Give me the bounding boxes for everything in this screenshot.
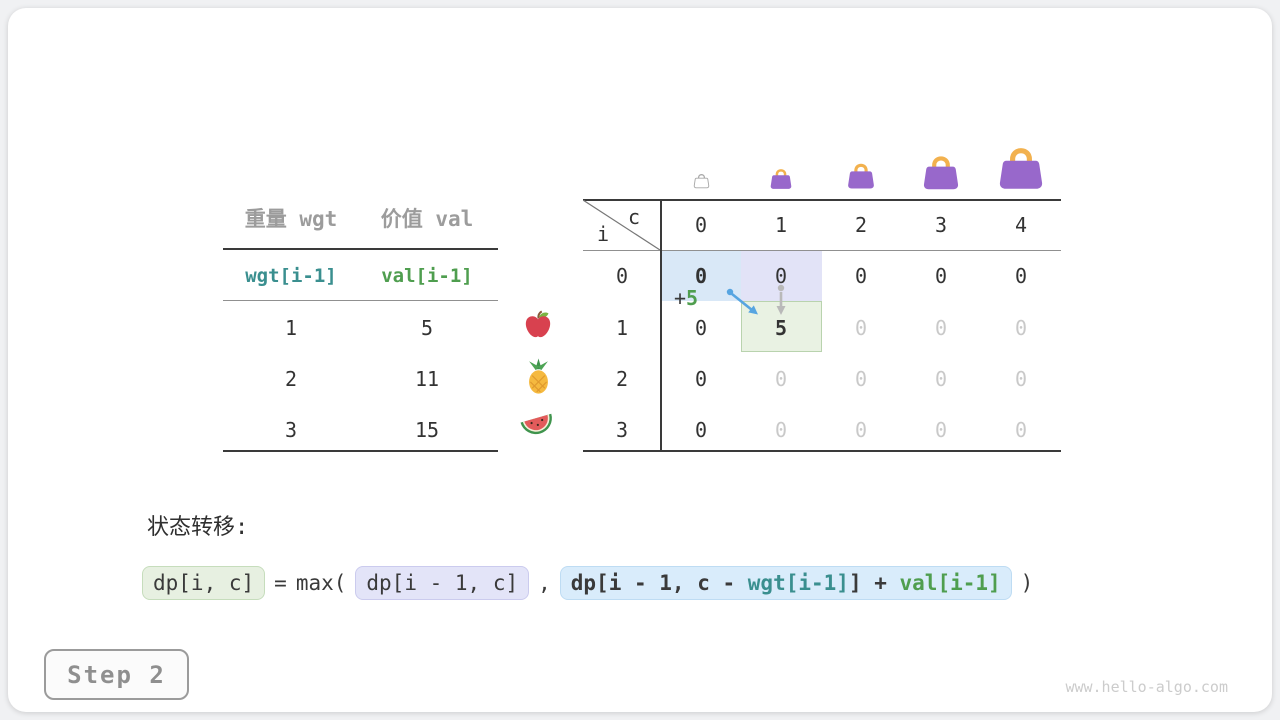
transition-formula: dp[i, c] = max( dp[i - 1, c] , dp[i - 1,… [142, 566, 1033, 600]
bag-icon-capacity-4 [999, 148, 1043, 189]
dp-cell-3-2: 0 [854, 418, 868, 442]
formula-comma: , [538, 571, 551, 595]
figure-card: 重量 wgt 价值 val wgt[i-1] val[i-1] 1 5 2 11… [8, 8, 1272, 712]
item-val-2: 11 [414, 367, 440, 391]
dp-cell-2-0: 0 [694, 367, 708, 391]
dp-corner-col-var: c [628, 205, 641, 229]
item-table-symbol-wgt: wgt[i-1] [245, 265, 337, 287]
dp-row-header-1: 1 [615, 316, 629, 340]
added-value: 5 [686, 286, 699, 310]
dp-cell-2-2: 0 [854, 367, 868, 391]
formula-max-open: max( [295, 571, 347, 595]
formula-arg2-infix: ] + [848, 571, 900, 595]
bag-icon-capacity-2 [848, 163, 874, 189]
dp-cell-3-4: 0 [1014, 418, 1028, 442]
dp-col-header-1: 1 [774, 213, 788, 237]
dp-table-vertical-rule [660, 199, 662, 452]
item-wgt-3: 3 [284, 418, 298, 442]
gray-down-arrow-icon [776, 284, 786, 315]
item-val-3: 15 [414, 418, 440, 442]
formula-arg2-box: dp[i - 1, c - wgt[i-1]] + val[i-1] [559, 566, 1012, 600]
dp-cell-1-2: 0 [854, 316, 868, 340]
dp-cell-0-4: 0 [1014, 264, 1028, 288]
empty-bag-icon [693, 174, 710, 189]
item-table-header-wgt: 重量 wgt [244, 207, 338, 231]
plus-sign: + [674, 286, 687, 310]
dp-cell-3-3: 0 [934, 418, 948, 442]
dp-cell-1-0: 0 [694, 316, 708, 340]
bag-icon-capacity-3 [923, 156, 959, 190]
formula-arg1-box: dp[i - 1, c] [355, 566, 530, 600]
dp-cell-2-4: 0 [1014, 367, 1028, 391]
formula-close-paren: ) [1020, 571, 1034, 595]
dp-col-header-0: 0 [694, 213, 708, 237]
formula-equals: = [274, 571, 287, 595]
dp-col-header-3: 3 [934, 213, 948, 237]
formula-arg2-wgt: wgt[i-1] [747, 571, 849, 595]
step-badge: Step 2 [44, 649, 189, 700]
item-table-header-val: 价值 val [380, 207, 474, 231]
dp-cell-2-1: 0 [774, 367, 788, 391]
dp-cell-3-1: 0 [774, 418, 788, 442]
watermark: www.hello-algo.com [1065, 678, 1228, 696]
watermelon-icon [520, 413, 552, 435]
transfer-annotation: +5 [674, 288, 698, 308]
transition-label: 状态转移: [147, 515, 249, 540]
dp-cell-0-0: 0 [694, 264, 708, 288]
item-table-top-rule [223, 248, 498, 250]
dp-cell-0-3: 0 [934, 264, 948, 288]
formula-arg2-prefix: dp[i - 1, c - [570, 571, 748, 595]
dp-table-bottom-rule [583, 450, 1061, 452]
dp-cell-3-0: 0 [694, 418, 708, 442]
apple-icon [525, 310, 551, 338]
dp-cell-1-1: 5 [774, 316, 788, 340]
transfer-arrows [726, 284, 786, 315]
pineapple-icon [529, 358, 548, 394]
formula-arg2-val: val[i-1] [899, 571, 1001, 595]
dp-cell-2-3: 0 [934, 367, 948, 391]
dp-col-header-4: 4 [1014, 213, 1028, 237]
dp-cell-1-4: 0 [1014, 316, 1028, 340]
formula-lhs-box: dp[i, c] [142, 566, 266, 600]
item-wgt-1: 1 [284, 316, 298, 340]
dp-col-header-2: 2 [854, 213, 868, 237]
dp-row-header-3: 3 [615, 418, 629, 442]
dp-row-header-2: 2 [615, 367, 629, 391]
dp-cell-0-1: 0 [774, 264, 788, 288]
dp-corner-row-var: i [597, 222, 610, 246]
dp-cell-1-3: 0 [934, 316, 948, 340]
dp-cell-0-2: 0 [854, 264, 868, 288]
dp-table-top-rule [583, 199, 1061, 201]
item-table-symbol-val: val[i-1] [381, 265, 473, 287]
dp-row-header-0: 0 [615, 264, 629, 288]
item-val-1: 5 [420, 316, 434, 340]
item-wgt-2: 2 [284, 367, 298, 391]
dp-table-header-rule [583, 250, 1061, 251]
bag-icon-capacity-1 [770, 169, 792, 189]
item-table-mid-rule [223, 300, 498, 301]
blue-diagonal-arrow-icon [726, 288, 758, 315]
item-table-bottom-rule [223, 450, 498, 452]
dp-table-diagonal [583, 200, 661, 250]
